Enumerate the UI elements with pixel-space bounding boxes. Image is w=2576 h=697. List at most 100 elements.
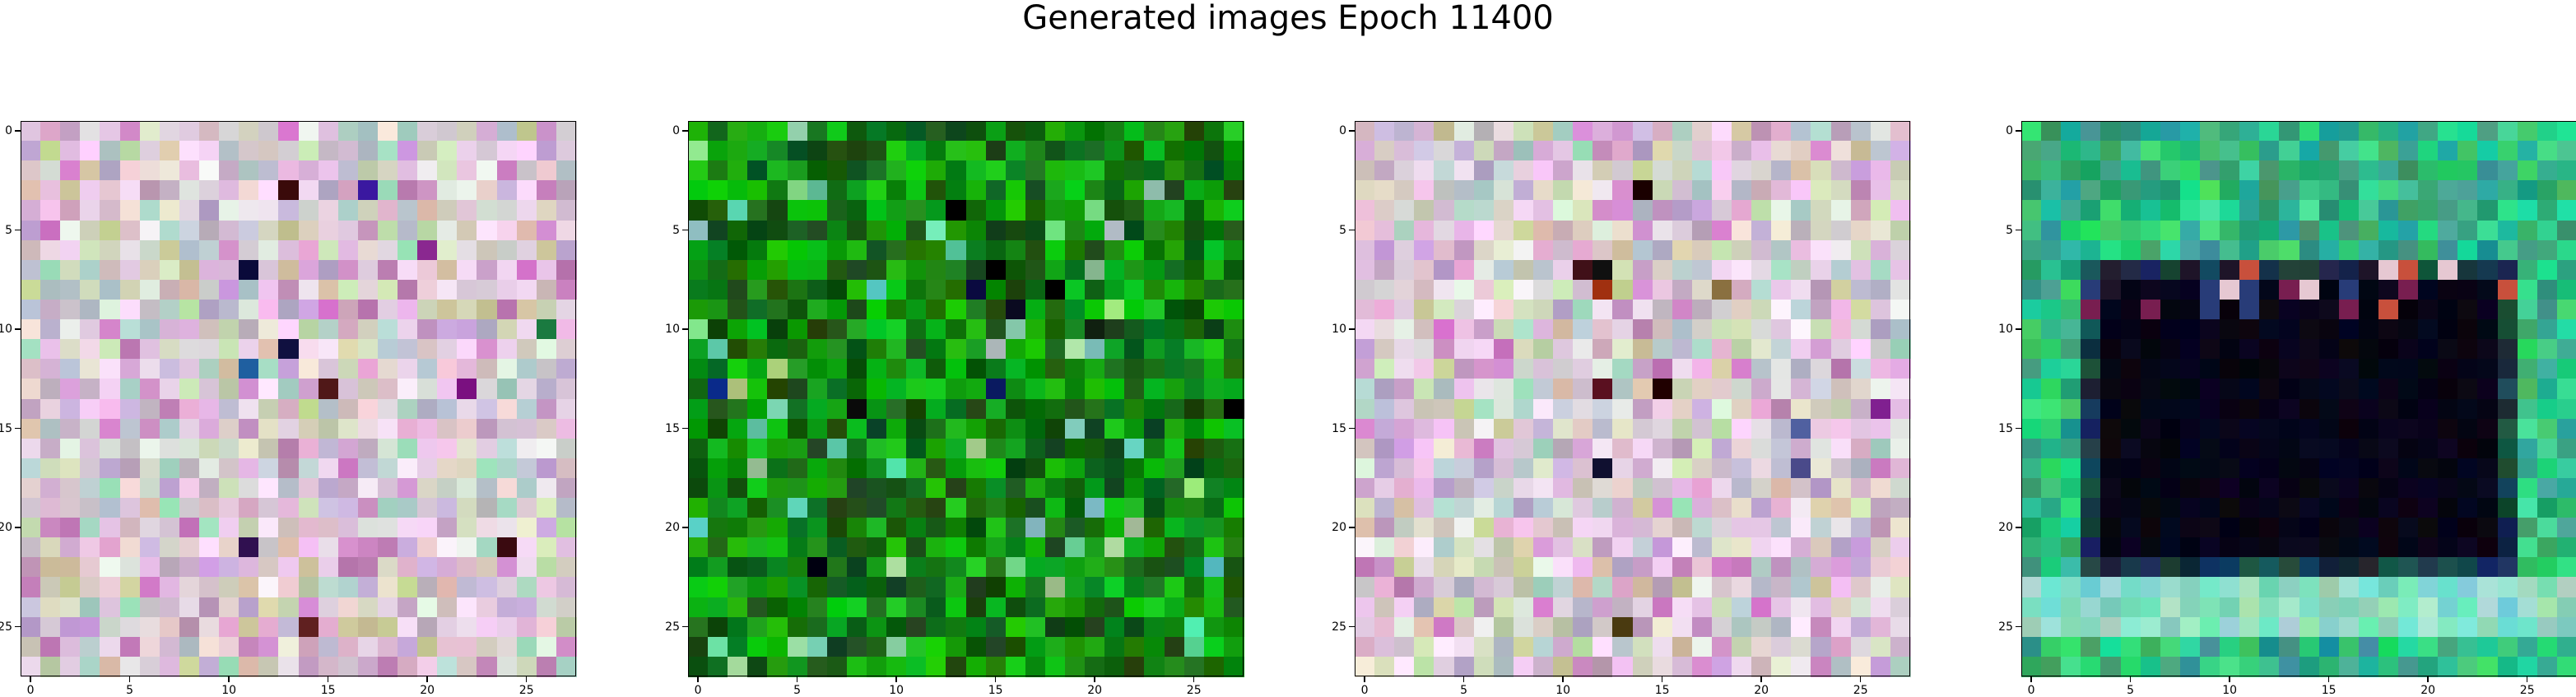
- pixel: [119, 180, 141, 202]
- pixel: [477, 121, 498, 142]
- pixel: [357, 160, 379, 181]
- pixel: [239, 180, 259, 202]
- pixel: [417, 121, 438, 142]
- axes-frame: [2021, 121, 2576, 676]
- y-tick: [1349, 328, 1355, 330]
- image-panel-1: 0 5 10 15 20 25 0 5 10 15 20 25: [0, 121, 577, 697]
- pixel: [437, 141, 458, 161]
- pixel: [21, 141, 41, 161]
- pixel: [139, 160, 160, 181]
- pixel: [159, 160, 180, 181]
- pixel: [516, 141, 537, 161]
- y-tick-label: 0: [5, 124, 12, 138]
- pixel: [119, 160, 141, 181]
- pixel: [298, 141, 319, 161]
- pixel: [258, 180, 279, 202]
- x-tick: [1760, 676, 1762, 682]
- pixel: [60, 141, 81, 161]
- axes-frame: [1355, 121, 1910, 676]
- x-tick: [697, 676, 699, 682]
- pixel: [318, 141, 339, 161]
- x-tick: [426, 676, 428, 682]
- pixel: [60, 121, 81, 142]
- pixel: [357, 180, 379, 202]
- pixel: [219, 160, 239, 181]
- image-panel-4: 0 5 10 15 20 25 0 5 10 15 20 25: [1998, 121, 2576, 697]
- pixel: [357, 121, 379, 142]
- pixel: [457, 180, 478, 202]
- y-tick: [2016, 130, 2021, 132]
- pixel: [139, 121, 160, 142]
- y-tick: [15, 427, 21, 430]
- x-tick: [128, 676, 131, 682]
- image-panel-3: 0 5 10 15 20 25 0 5 10 15 20 25: [1332, 121, 1911, 697]
- x-tick: [2129, 676, 2132, 682]
- y-tick-label: 20: [1332, 521, 1346, 535]
- pixel: [377, 160, 398, 181]
- y-tick-label: 0: [672, 124, 680, 138]
- pixel: [239, 141, 259, 161]
- pixel: [516, 180, 537, 202]
- pixel: [437, 121, 458, 142]
- y-tick-label: 10: [1998, 323, 2013, 337]
- pixel: [556, 141, 577, 161]
- pixel: [159, 121, 180, 142]
- pixel: [139, 141, 160, 161]
- pixel: [179, 160, 200, 181]
- pixel: [536, 121, 557, 142]
- pixel: [398, 121, 418, 142]
- axes-frame: [688, 121, 1244, 676]
- pixel: [21, 160, 41, 181]
- pixel: [496, 141, 518, 161]
- y-tick: [1349, 626, 1355, 628]
- y-tick-label: 15: [665, 421, 680, 435]
- pixel: [417, 141, 438, 161]
- y-tick-label: 25: [1332, 620, 1346, 634]
- pixel: [496, 160, 518, 181]
- y-tick: [682, 427, 688, 430]
- y-tick: [682, 130, 688, 132]
- pixel: [437, 180, 458, 202]
- pixel: [239, 160, 259, 181]
- pixel: [556, 160, 577, 181]
- x-tick: [1193, 676, 1195, 682]
- figure-title: Generated images Epoch 11400: [1022, 0, 1554, 37]
- x-tick: [2030, 676, 2032, 682]
- pixel: [398, 180, 418, 202]
- y-tick: [1349, 130, 1355, 132]
- pixel: [258, 160, 279, 181]
- pixel: [457, 121, 478, 142]
- y-tick: [15, 328, 21, 330]
- x-tick: [2427, 676, 2429, 682]
- pixel: [100, 180, 121, 202]
- pixel: [457, 160, 478, 181]
- pixel: [159, 180, 180, 202]
- y-tick-label: 20: [0, 521, 12, 535]
- y-tick: [2016, 427, 2021, 430]
- pixel: [60, 160, 81, 181]
- pixel: [219, 180, 239, 202]
- y-tick-label: 5: [5, 223, 12, 237]
- x-tick: [526, 676, 528, 682]
- pixel: [278, 141, 300, 161]
- y-tick-label: 20: [665, 521, 680, 535]
- pixel: [239, 121, 259, 142]
- y-tick-label: 15: [1998, 421, 2013, 435]
- pixel: [80, 141, 101, 161]
- pixel: [100, 141, 121, 161]
- x-tick: [2327, 676, 2330, 682]
- pixel: [477, 180, 498, 202]
- x-tick: [2229, 676, 2230, 682]
- x-tick: [994, 676, 997, 682]
- y-tick-label: 20: [1998, 521, 2013, 535]
- pixel: [40, 160, 61, 181]
- pixel: [516, 121, 537, 142]
- pixel: [477, 160, 498, 181]
- pixel: [318, 160, 339, 181]
- pixel: [278, 121, 300, 142]
- pixel: [40, 121, 61, 142]
- pixel: [417, 160, 438, 181]
- pixel: [337, 141, 359, 161]
- pixel: [318, 121, 339, 142]
- pixel: [80, 180, 101, 202]
